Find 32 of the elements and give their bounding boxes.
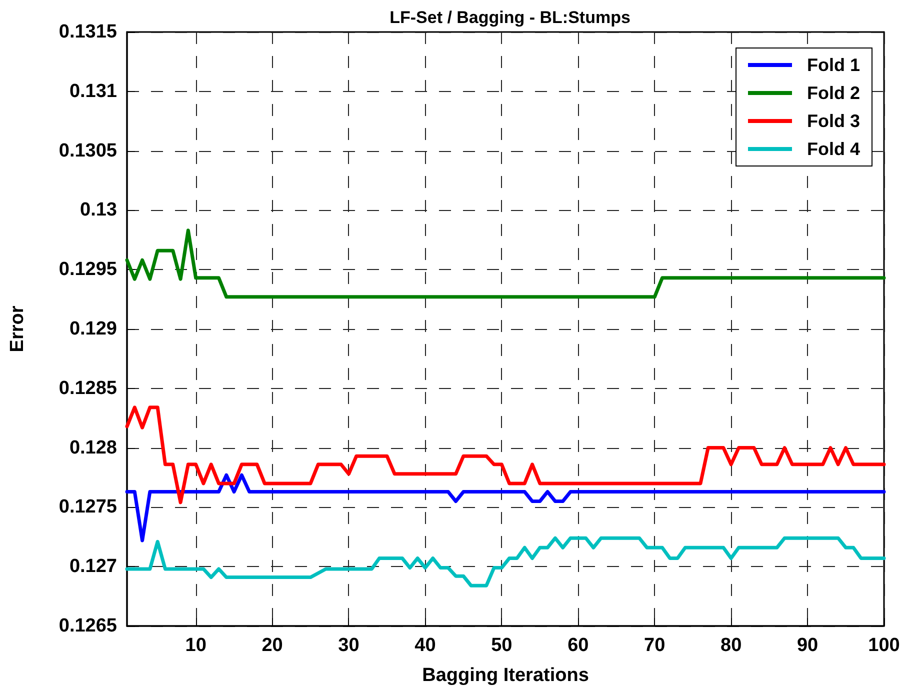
line-series <box>125 536 886 588</box>
line-series <box>125 228 886 299</box>
x-tick-label: 70 <box>644 635 666 656</box>
legend-label: Fold 2 <box>807 83 860 103</box>
y-tick-label: 0.128 <box>69 437 117 458</box>
x-tick-label: 90 <box>796 635 818 656</box>
y-tick-label: 0.131 <box>69 80 118 102</box>
y-tick-label: 0.13 <box>80 200 117 221</box>
x-tick-label: 50 <box>491 635 512 656</box>
x-tick-label: 80 <box>720 635 742 656</box>
y-axis-title: Error <box>7 305 28 352</box>
x-tick-label: 60 <box>568 635 589 656</box>
x-tick-label: 30 <box>338 635 360 656</box>
y-tick-label: 0.1285 <box>58 378 118 399</box>
x-tick-label: 100 <box>868 635 900 656</box>
y-tick-label: 0.129 <box>69 318 117 340</box>
x-tick-label: 20 <box>262 635 283 656</box>
y-tick-label: 0.1295 <box>58 259 118 280</box>
y-tick-label: 0.1275 <box>58 496 118 518</box>
chart-title: LF-Set / Bagging - BL:Stumps <box>390 8 630 27</box>
y-tick-label: 0.1305 <box>58 140 118 162</box>
x-axis-title: Bagging Iterations <box>422 665 589 686</box>
x-tick-label: 40 <box>414 635 436 656</box>
line-series <box>125 406 886 504</box>
line-series <box>125 473 886 542</box>
y-tick-label: 0.127 <box>69 556 117 578</box>
legend-label: Fold 3 <box>807 111 860 131</box>
y-tick-label: 0.1265 <box>58 616 118 636</box>
legend-label: Fold 1 <box>807 55 860 75</box>
x-tick-label: 10 <box>185 635 206 656</box>
y-tick-label: 0.1315 <box>58 22 118 42</box>
legend-label: Fold 4 <box>807 139 860 159</box>
